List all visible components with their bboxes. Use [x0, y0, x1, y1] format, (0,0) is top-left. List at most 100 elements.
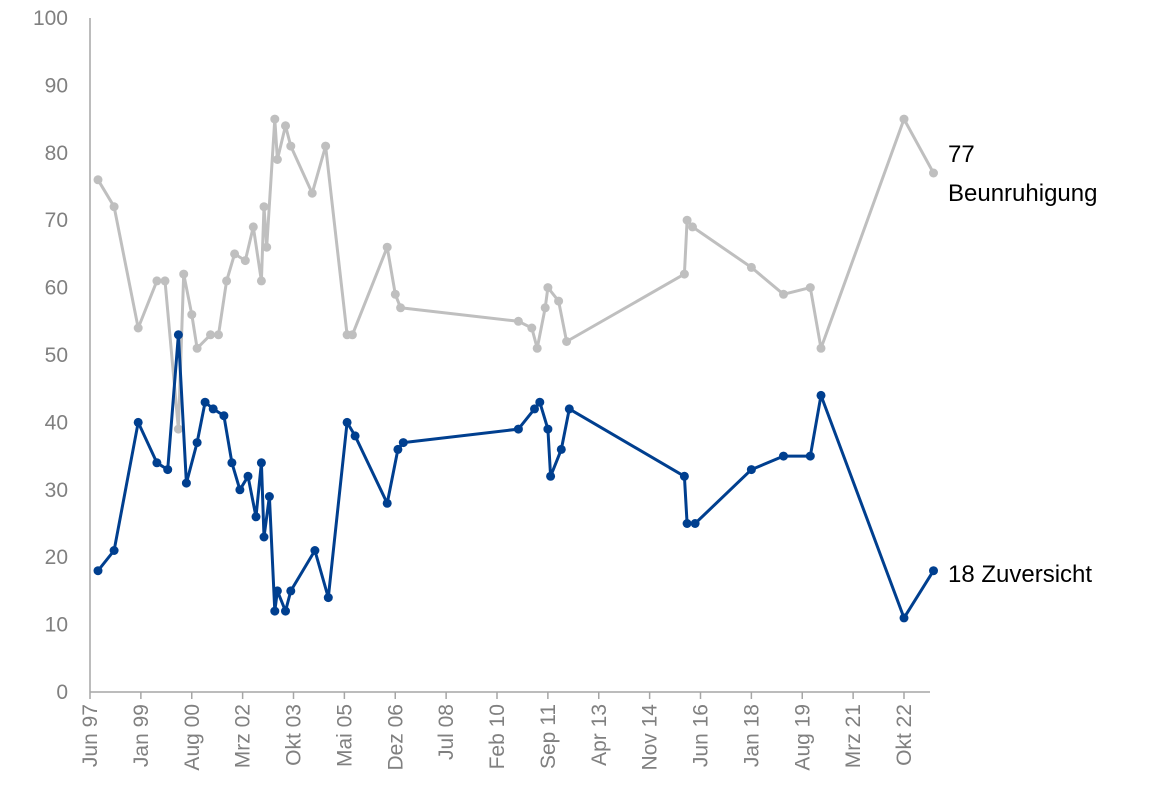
data-point-beunruhigung — [321, 141, 331, 151]
data-point-beunruhigung — [347, 330, 357, 340]
x-tick-label: Aug 19 — [791, 704, 814, 771]
data-point-zuversicht — [899, 613, 909, 623]
data-point-zuversicht — [310, 546, 320, 555]
series-beunruhigung — [93, 114, 938, 434]
data-point-beunruhigung — [562, 337, 572, 346]
data-point-beunruhigung — [532, 343, 542, 353]
data-point-beunruhigung — [527, 323, 537, 333]
data-point-zuversicht — [208, 404, 218, 414]
data-point-beunruhigung — [187, 310, 197, 320]
x-tick-label: Okt 22 — [893, 704, 916, 766]
data-point-beunruhigung — [152, 276, 162, 286]
chart-axes — [89, 18, 930, 693]
data-point-zuversicht — [682, 519, 692, 528]
data-point-beunruhigung — [779, 289, 788, 299]
data-point-beunruhigung — [929, 168, 938, 178]
y-tick-label: 50 — [45, 344, 68, 367]
data-point-zuversicht — [192, 438, 202, 448]
y-tick-label: 90 — [45, 74, 68, 97]
x-tick-label: Nov 14 — [639, 704, 662, 771]
end-label-beunruhigung-value: 77 — [948, 141, 975, 168]
data-point-zuversicht — [535, 397, 545, 407]
data-point-beunruhigung — [133, 323, 143, 333]
data-point-zuversicht — [323, 593, 333, 603]
data-point-zuversicht — [779, 451, 788, 461]
data-point-beunruhigung — [390, 289, 400, 299]
data-point-zuversicht — [181, 478, 191, 488]
data-point-beunruhigung — [214, 330, 223, 340]
data-point-beunruhigung — [307, 188, 317, 198]
y-tick-label: 10 — [45, 614, 68, 637]
y-tick-label: 70 — [45, 209, 68, 232]
data-point-zuversicht — [219, 411, 229, 421]
x-tick-label: Feb 10 — [486, 704, 509, 769]
x-tick-label: Mai 05 — [333, 704, 356, 767]
data-point-zuversicht — [133, 417, 143, 427]
x-tick-label: Sep 11 — [537, 704, 560, 769]
data-point-beunruhigung — [540, 303, 550, 313]
x-tick-label: Mrz 02 — [232, 704, 255, 768]
data-point-zuversicht — [272, 586, 282, 596]
series-line-beunruhigung — [96, 117, 935, 431]
data-point-zuversicht — [690, 519, 700, 528]
data-point-beunruhigung — [286, 141, 296, 151]
data-point-zuversicht — [281, 606, 290, 616]
data-point-zuversicht — [235, 485, 245, 495]
data-point-beunruhigung — [554, 296, 564, 306]
y-tick-label: 100 — [33, 7, 68, 30]
data-point-zuversicht — [243, 471, 253, 481]
data-point-beunruhigung — [396, 303, 406, 313]
data-point-zuversicht — [929, 566, 938, 576]
data-point-beunruhigung — [222, 276, 232, 286]
y-tick-label: 20 — [45, 546, 68, 569]
x-tick-label: Mrz 21 — [842, 704, 865, 768]
data-point-beunruhigung — [93, 175, 103, 185]
data-point-beunruhigung — [746, 262, 756, 272]
data-point-zuversicht — [564, 404, 574, 414]
data-point-zuversicht — [200, 397, 210, 407]
data-point-zuversicht — [546, 471, 556, 481]
x-tick-label: Jun 97 — [79, 704, 102, 767]
x-tick-label: Jan 99 — [130, 704, 153, 767]
data-point-zuversicht — [556, 444, 566, 454]
data-point-zuversicht — [350, 431, 360, 441]
data-point-beunruhigung — [543, 283, 553, 293]
data-point-zuversicht — [679, 471, 689, 481]
data-point-beunruhigung — [270, 114, 280, 124]
data-point-zuversicht — [93, 566, 103, 576]
data-point-beunruhigung — [230, 249, 240, 259]
y-tick-label: 40 — [45, 411, 68, 434]
y-tick-label: 60 — [45, 277, 68, 300]
data-point-beunruhigung — [248, 222, 258, 232]
data-point-beunruhigung — [109, 202, 119, 212]
x-tick-label: Dez 06 — [384, 704, 407, 771]
data-point-beunruhigung — [256, 276, 266, 286]
data-point-beunruhigung — [179, 269, 189, 279]
data-point-zuversicht — [109, 546, 119, 555]
data-point-beunruhigung — [192, 343, 202, 353]
data-point-beunruhigung — [272, 155, 282, 164]
data-point-beunruhigung — [160, 276, 170, 286]
data-point-zuversicht — [173, 330, 183, 340]
data-point-beunruhigung — [206, 330, 215, 340]
data-point-beunruhigung — [816, 343, 826, 353]
data-point-zuversicht — [270, 606, 280, 616]
data-point-zuversicht — [286, 586, 296, 596]
data-point-zuversicht — [543, 424, 553, 434]
data-point-zuversicht — [513, 424, 523, 434]
y-tick-label: 80 — [45, 142, 68, 165]
series-layer — [93, 114, 938, 623]
data-point-zuversicht — [746, 465, 756, 475]
x-tick-label: Jul 08 — [435, 704, 458, 760]
x-tick-label: Aug 00 — [181, 704, 204, 771]
series-line-zuversicht — [96, 333, 935, 620]
series-zuversicht — [93, 330, 938, 623]
x-tick-label: Jan 18 — [740, 704, 763, 767]
data-point-zuversicht — [264, 492, 274, 501]
data-point-beunruhigung — [262, 242, 272, 252]
y-tick-label: 0 — [56, 681, 68, 704]
data-point-beunruhigung — [259, 202, 269, 212]
y-tick-label: 30 — [45, 479, 68, 502]
data-point-beunruhigung — [688, 222, 697, 232]
